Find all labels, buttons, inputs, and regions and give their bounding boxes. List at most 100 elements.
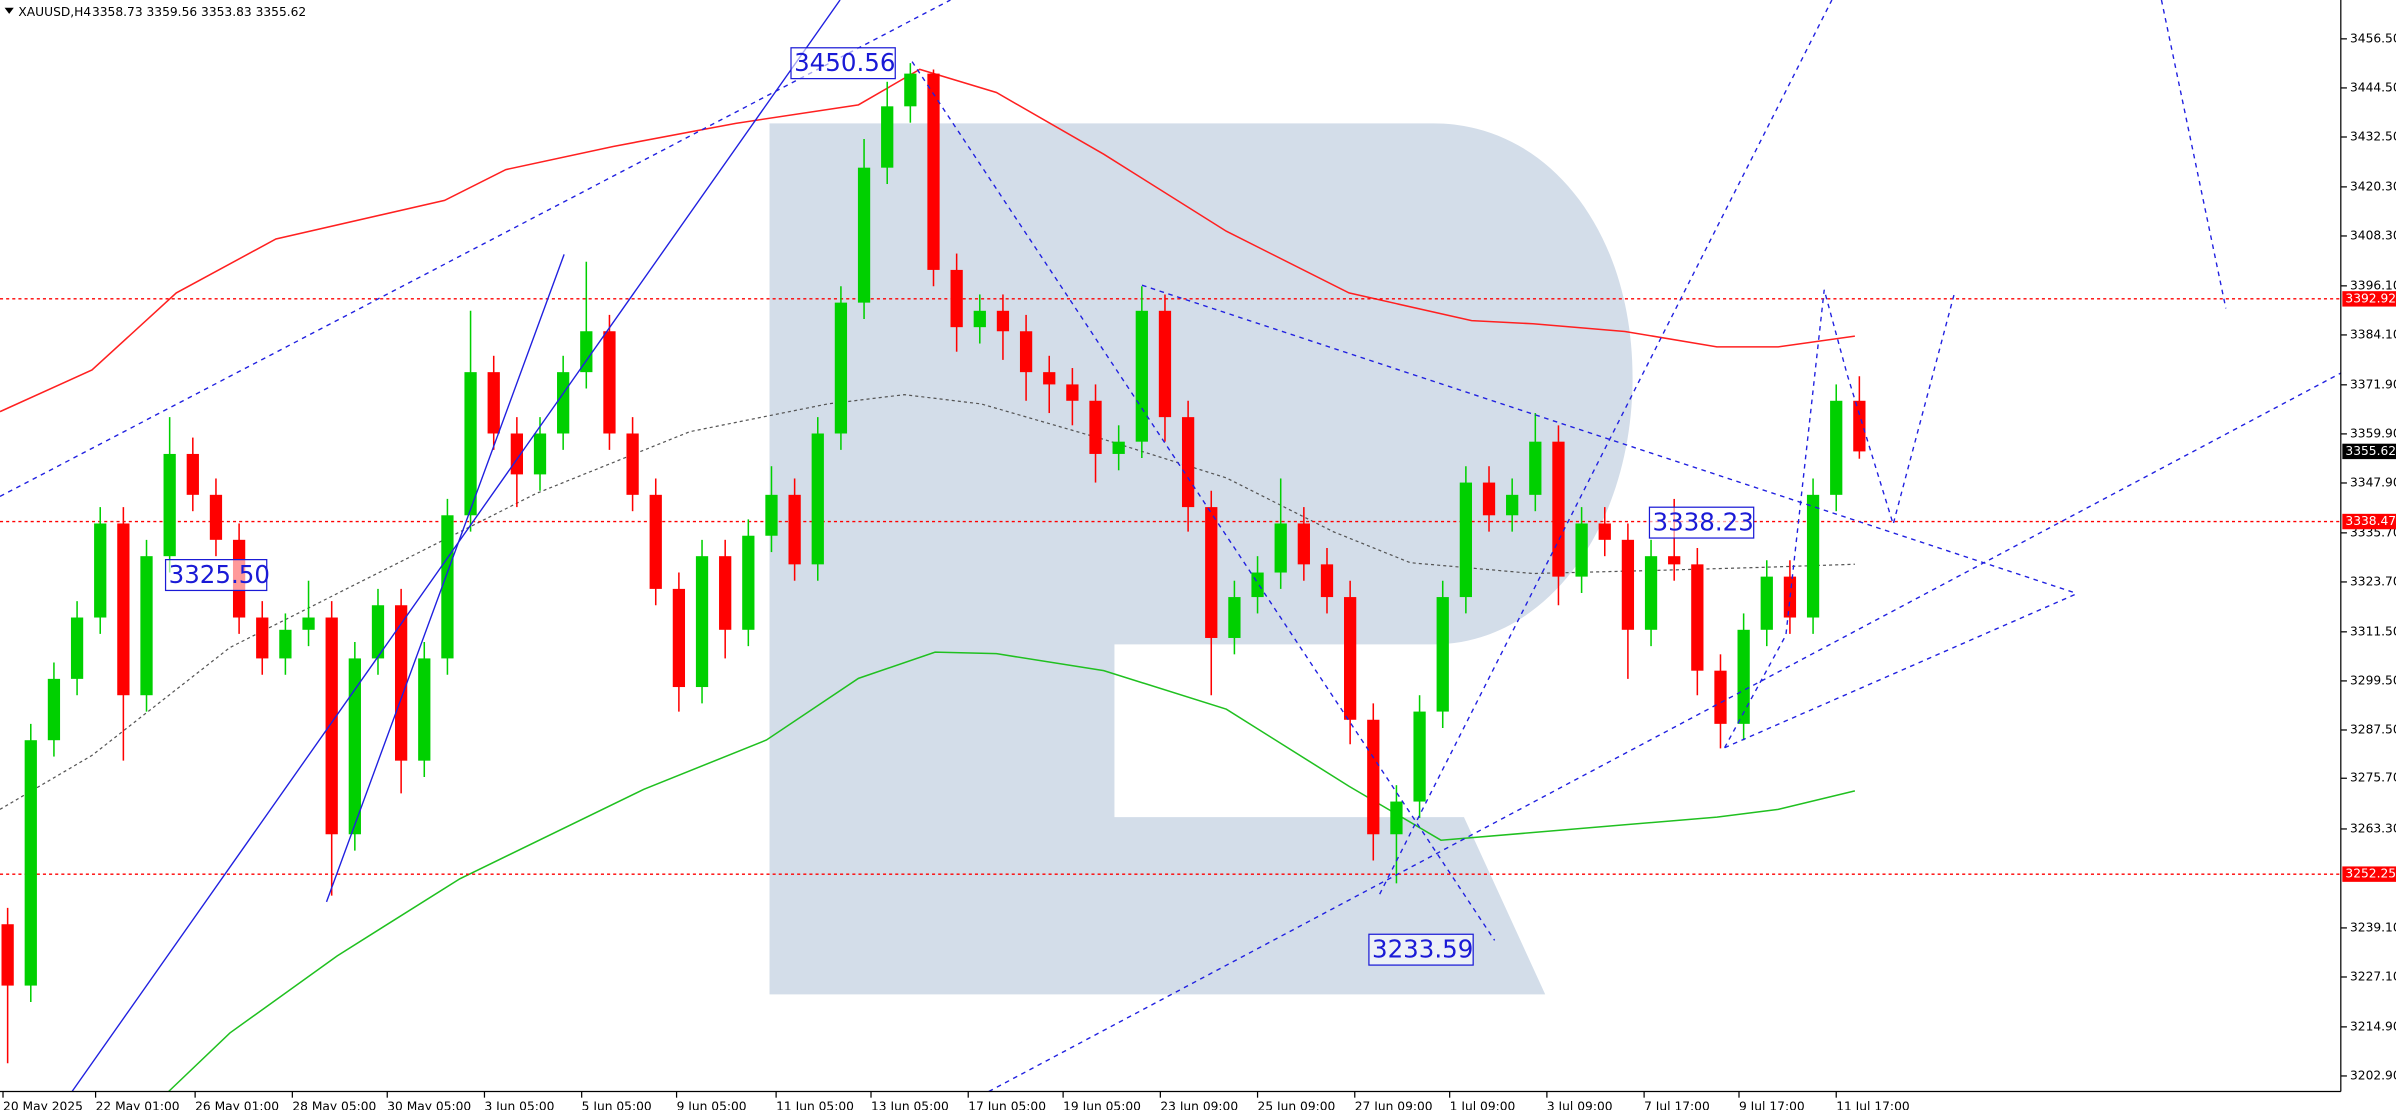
candle-body (1135, 310, 1148, 442)
axes: 3456.50 3444.50 3432.50 3420.30 3408.30 3396.… (2, 31, 2396, 1110)
y-tick-label: 3359.90 (2350, 426, 2396, 440)
candle-body (1668, 556, 1681, 565)
candle-body (1390, 801, 1403, 835)
last-price-label: 3355.62 (2345, 444, 2396, 458)
x-tick-label: 1 Jul 09:00 (1450, 1099, 1516, 1110)
candle-body (1181, 417, 1195, 508)
candle-body (1691, 564, 1704, 671)
candle-body (811, 433, 824, 565)
candle-body (1320, 564, 1334, 598)
candle-body (1575, 523, 1588, 577)
candle-body (1, 924, 14, 986)
candle-body (1066, 384, 1079, 401)
candle-body (24, 740, 37, 986)
candle-body (626, 433, 639, 495)
y-tick-label: 3263.30 (2350, 821, 2396, 835)
candle-body (1760, 576, 1773, 630)
x-tick-label: 25 Jun 09:00 (1258, 1099, 1336, 1110)
candle-body (1436, 597, 1449, 712)
candle-body (1344, 597, 1357, 720)
candle-body (765, 494, 778, 536)
candle-body (1043, 372, 1056, 385)
menu-arrow[interactable] (4, 7, 14, 14)
annotation-box (790, 47, 896, 80)
candle-body (1529, 441, 1542, 495)
candle-body (1482, 482, 1496, 516)
candle-body (117, 523, 130, 696)
x-tick-label: 22 May 01:00 (96, 1099, 180, 1110)
x-tick-label: 23 Jun 09:00 (1160, 1099, 1238, 1110)
y-tick-label: 3456.50 (2350, 31, 2396, 45)
x-tick-label: 30 May 05:00 (387, 1099, 471, 1110)
x-tick-label: 17 Jun 05:00 (968, 1099, 1046, 1110)
trend-line (0, 0, 951, 498)
candle-body (325, 617, 338, 835)
y-tick-label: 3432.50 (2350, 129, 2396, 143)
annotation: 3338.23 (1653, 507, 1754, 536)
trend-line (325, 254, 565, 903)
candle-body (256, 617, 269, 659)
trend-line (1379, 0, 1833, 895)
candle-body (649, 494, 662, 589)
candle-body (1297, 523, 1310, 565)
candle-body (719, 556, 732, 630)
candle-body (348, 658, 361, 835)
candle-body (487, 372, 500, 434)
x-tick-label: 20 May 2025 (3, 1099, 83, 1110)
x-tick-label: 28 May 05:00 (292, 1099, 376, 1110)
candle-body (672, 588, 686, 688)
x-tick-label: 7 Jul 17:00 (1644, 1099, 1710, 1110)
candle-body (1830, 400, 1843, 495)
level-label: 3338.47 (2345, 514, 2396, 528)
x-tick-label: 9 Jun 05:00 (677, 1099, 747, 1110)
candle-body (881, 106, 894, 168)
y-tick-label: 3275.70 (2350, 771, 2396, 785)
candle-body (464, 372, 477, 516)
annotation: 3233.59 (1372, 934, 1473, 963)
y-tick-label: 3299.50 (2350, 673, 2396, 687)
level-label: 3392.92 (2345, 291, 2396, 305)
candle-body (302, 617, 315, 630)
candle-body (742, 535, 755, 630)
decor (0, 68, 1856, 1093)
candle-body (996, 310, 1010, 332)
trend-line (2160, 0, 2227, 309)
candle-body (1251, 572, 1264, 598)
level-label: 3252.25 (2345, 867, 2396, 881)
candle-body (1367, 719, 1380, 835)
y-tick-label: 3323.70 (2350, 574, 2396, 588)
last-price-tag (2342, 443, 2396, 460)
trend-line (911, 61, 1496, 941)
candle-body (1228, 597, 1241, 638)
candle-body (441, 515, 454, 659)
moving-average-mid (0, 394, 1855, 810)
candle-body (371, 605, 385, 659)
candle-body (927, 73, 940, 270)
level-tag (2342, 291, 2396, 307)
y-tick-label: 3420.30 (2350, 179, 2396, 193)
candle-body (1205, 507, 1218, 638)
y-tick-label: 3444.50 (2350, 80, 2396, 94)
candle-body (603, 331, 616, 434)
annotation: 3325.50 (169, 560, 270, 589)
candle-body (904, 73, 917, 107)
symbol: XAUUSD,H4 (18, 5, 91, 19)
candle-body (857, 167, 871, 303)
levels (0, 298, 2341, 875)
y-tick-label: 3371.90 (2350, 377, 2396, 391)
candle-body (1598, 523, 1611, 540)
candle-body (47, 678, 61, 741)
price-axis-bg (2340, 0, 2396, 1110)
annotation-box (1368, 933, 1474, 966)
candle-body (1459, 482, 1473, 598)
x-tick-label: 3 Jul 09:00 (1547, 1099, 1613, 1110)
candle-body (209, 494, 223, 540)
candle-body (279, 629, 292, 659)
candle-body (186, 453, 199, 495)
candle-body (788, 494, 801, 565)
y-tick-label: 3311.50 (2350, 624, 2396, 638)
ohlc: 3358.73 3359.56 3353.83 3355.62 (92, 5, 306, 19)
candle-body (70, 617, 84, 679)
